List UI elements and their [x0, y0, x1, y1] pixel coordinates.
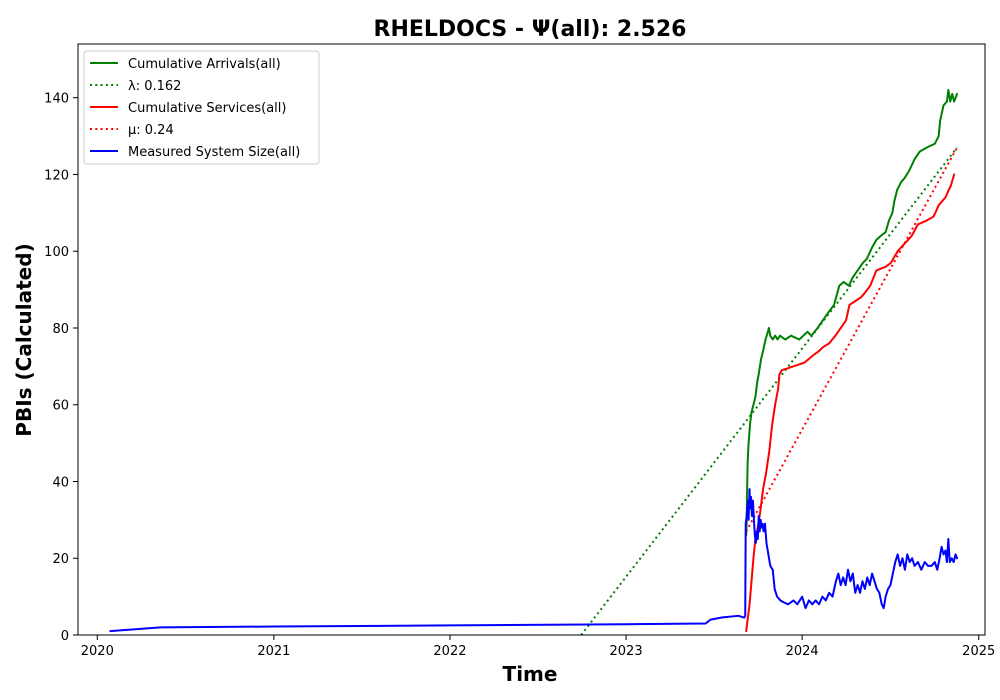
series-line-4 [745, 147, 958, 532]
plot-area [109, 89, 959, 635]
series-line-3 [745, 173, 956, 633]
y-tick-label: 0 [61, 629, 69, 644]
x-tick-label: 2022 [433, 644, 466, 659]
y-tick-label: 140 [44, 92, 69, 107]
series-line-5 [109, 488, 959, 633]
x-axis: 2020 2021 2022 2023 2024 2025 [81, 635, 995, 659]
series-line-2 [580, 147, 958, 635]
y-tick-label: 120 [44, 168, 69, 183]
x-tick-label: 2020 [81, 644, 114, 659]
legend-box [83, 50, 320, 165]
y-axis-label: PBIs (Calculated) [12, 243, 36, 436]
chart-title: RHELDOCS - Ψ(all): 2.526 [374, 17, 687, 42]
legend-label: λ: 0.162 [128, 79, 181, 94]
y-tick-label: 60 [52, 399, 69, 414]
plot-frame [77, 43, 986, 636]
legend-label: μ: 0.24 [128, 123, 174, 138]
y-tick-label: 20 [52, 552, 69, 567]
y-tick-label: 100 [44, 245, 69, 260]
legend: Cumulative Arrivals(all) λ: 0.162 Cumulati… [83, 50, 320, 165]
x-tick-label: 2024 [786, 644, 819, 659]
x-tick-label: 2025 [962, 644, 995, 659]
y-tick-label: 40 [52, 475, 69, 490]
legend-label: Cumulative Services(all) [128, 101, 286, 116]
y-tick-label: 80 [52, 322, 69, 337]
y-axis: 0 20 40 60 80 100 120 140 [44, 92, 78, 644]
series-line-1 [745, 89, 959, 537]
legend-label: Cumulative Arrivals(all) [128, 57, 281, 72]
x-tick-label: 2023 [610, 644, 643, 659]
legend-label: Measured System Size(all) [128, 145, 300, 160]
x-tick-label: 2021 [257, 644, 290, 659]
x-axis-label: Time [503, 662, 558, 686]
